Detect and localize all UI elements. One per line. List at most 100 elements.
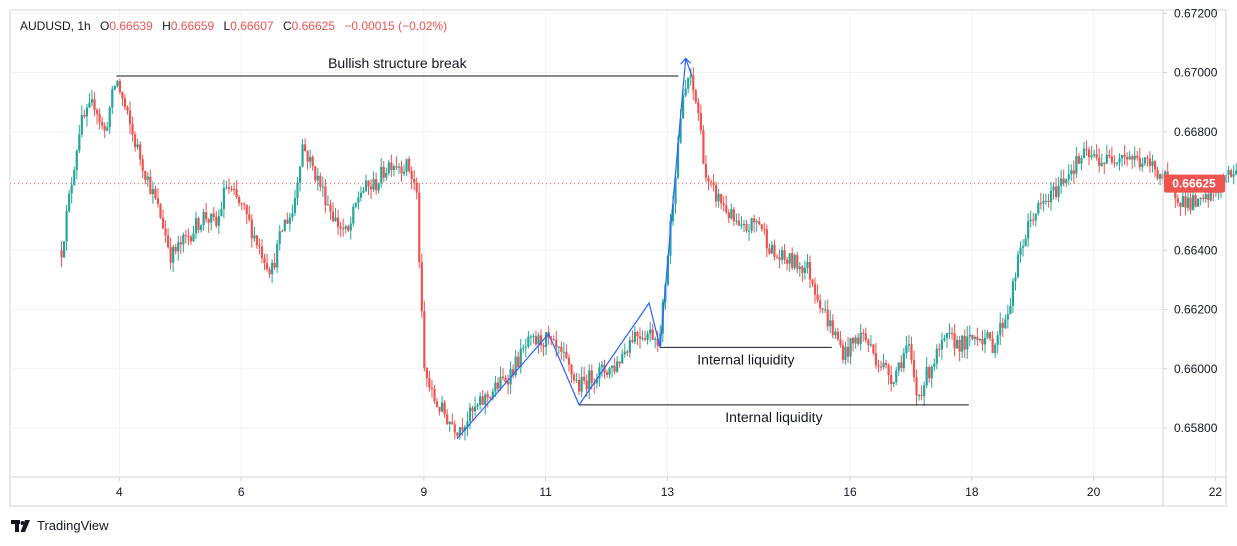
candle-body [159, 204, 162, 218]
candle-body [694, 90, 697, 102]
candle-body [1032, 219, 1035, 221]
candle-body [849, 338, 852, 357]
candle-body [466, 421, 469, 428]
candle-body [192, 233, 195, 242]
candle-body [1128, 156, 1131, 160]
candle-body [915, 377, 918, 396]
open-value: 0.66639 [109, 19, 153, 33]
candle-body [405, 159, 408, 172]
candle-body [1027, 221, 1030, 239]
candle-body [240, 203, 243, 205]
candle-body [230, 188, 233, 190]
candle-body [897, 362, 900, 371]
candle-body [803, 267, 806, 273]
candle-body [539, 335, 543, 346]
candle-body [278, 231, 281, 244]
candle-body [1060, 178, 1063, 186]
candle-body [258, 245, 261, 247]
candle-body [80, 115, 83, 135]
candle-body [715, 184, 718, 202]
candle-body [245, 204, 248, 215]
candle-body [1209, 188, 1212, 201]
candle-body [562, 351, 565, 353]
candle-body [154, 188, 157, 199]
branding[interactable]: TradingView [11, 518, 109, 533]
candle-body [433, 388, 436, 402]
level-label: Internal liquidity [697, 351, 794, 367]
y-tick-label: 0.66400 [1174, 243, 1218, 257]
candle-body [184, 234, 187, 236]
candle-body [717, 193, 720, 202]
candle-body [283, 219, 286, 232]
candle-body [674, 177, 677, 205]
candles [60, 66, 1237, 441]
candle-body [60, 250, 63, 258]
candle-body [1065, 179, 1068, 184]
candle-body [144, 170, 147, 180]
candle-body [1009, 306, 1012, 315]
candle-body [255, 235, 258, 246]
candle-body [1151, 161, 1154, 166]
candle-body [342, 228, 345, 230]
candle-body [938, 348, 941, 350]
candle-body [118, 81, 121, 93]
candle-body [126, 107, 129, 111]
candle-body [410, 170, 413, 179]
candle-body [917, 395, 921, 397]
candle-body [928, 367, 931, 379]
candle-body [1113, 162, 1116, 164]
candle-body [281, 231, 284, 233]
candle-body [276, 243, 279, 268]
candle-body [649, 329, 652, 334]
candle-body [298, 166, 302, 183]
candle-body [1037, 203, 1040, 214]
candle-body [943, 337, 946, 341]
candle-body [834, 331, 837, 336]
candle-body [791, 253, 794, 268]
candle-body [304, 144, 307, 152]
candle-body [85, 107, 89, 117]
candle-body [786, 259, 789, 264]
x-tick-label: 6 [238, 485, 245, 499]
candle-body [793, 255, 796, 268]
close-value: 0.66625 [291, 19, 335, 33]
candle-body [1199, 197, 1202, 199]
candle-body [537, 335, 540, 345]
candle-body [999, 322, 1002, 336]
candle-body [331, 211, 335, 222]
candle-body [900, 362, 903, 369]
x-tick-label: 11 [539, 485, 552, 499]
candle-body [996, 335, 999, 345]
candle-body [101, 121, 104, 126]
candle-body [106, 127, 109, 131]
candle-body [222, 187, 226, 210]
candle-body [605, 372, 609, 375]
candle-body [862, 332, 865, 334]
candle-body [1080, 158, 1083, 164]
high-label: H [162, 19, 171, 33]
candle-body [197, 218, 200, 231]
candle-body [1021, 246, 1025, 248]
candle-body [1136, 155, 1139, 158]
candle-body [468, 407, 472, 422]
candle-body [1138, 157, 1141, 168]
candle-body [930, 366, 933, 379]
candle-body [1166, 171, 1169, 178]
candle-body [796, 255, 799, 269]
candle-body [1090, 155, 1093, 158]
candle-body [882, 362, 885, 368]
candle-body [334, 217, 337, 222]
candle-body [293, 198, 297, 214]
candle-body [638, 336, 642, 339]
candle-body [1042, 201, 1045, 204]
candle-body [669, 221, 672, 256]
candle-body [458, 427, 461, 436]
candle-body [352, 206, 355, 224]
x-tick-label: 16 [843, 485, 857, 499]
candle-body [136, 144, 139, 148]
candle-body [408, 159, 411, 171]
candle-body [504, 377, 507, 382]
candle-body [745, 223, 748, 231]
